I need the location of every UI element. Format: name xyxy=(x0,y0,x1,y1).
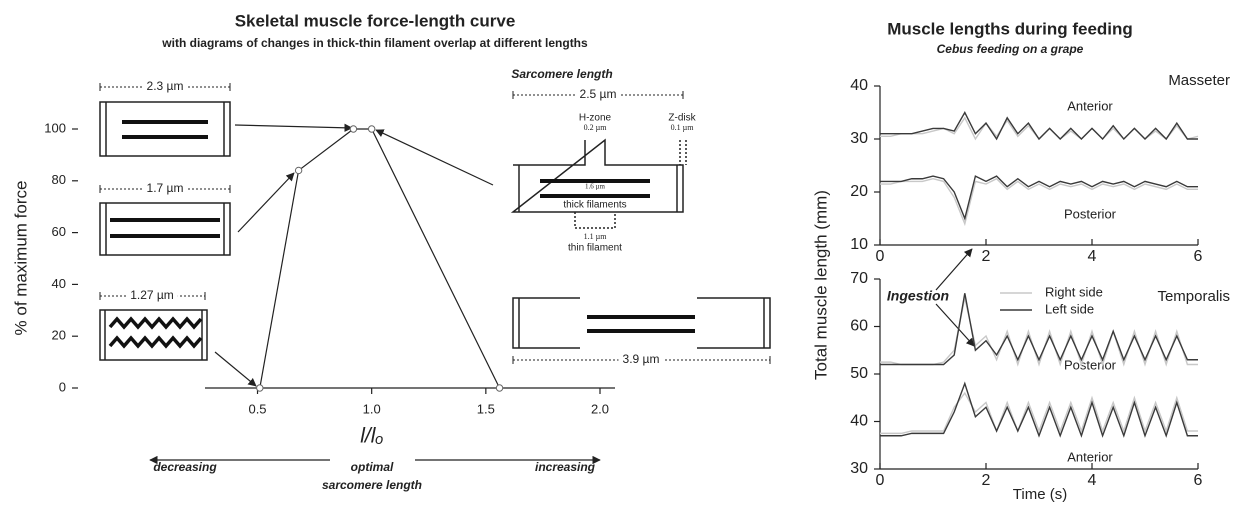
muscle-length-line xyxy=(880,116,1199,141)
group-label: Anterior xyxy=(1067,449,1113,464)
x-axis-label: Time (s) xyxy=(1013,486,1067,503)
diagrams xyxy=(99,101,975,465)
diagram-label: 1.27 µm xyxy=(130,288,174,302)
y-tick-label: 70 xyxy=(850,270,868,287)
panel-title: Masseter xyxy=(1168,72,1230,89)
diagram-label: 0.1 µm xyxy=(671,123,695,132)
muscle-length-line xyxy=(880,111,1198,141)
x-tick-label: 0 xyxy=(876,472,885,489)
label-bg xyxy=(126,289,178,303)
direction-label: optimal xyxy=(351,460,394,474)
data-point xyxy=(349,125,358,133)
legend-label: Left side xyxy=(1045,301,1094,316)
direction-label: decreasing xyxy=(153,460,217,474)
chart-title: Skeletal muscle force-length curve xyxy=(235,11,516,30)
y-tick-label: 60 xyxy=(850,318,868,335)
diagram-label: 2.3 µm xyxy=(147,79,184,93)
group-label: Posterior xyxy=(1064,206,1117,221)
y-tick-label: 40 xyxy=(850,77,868,94)
label-bg xyxy=(575,88,621,102)
muscle-length-line xyxy=(880,391,1198,435)
x-tick-label: 0.5 xyxy=(248,401,266,416)
direction-label: sarcomere length xyxy=(322,478,422,492)
panel-title: Temporalis xyxy=(1157,288,1230,305)
y-tick-label: 30 xyxy=(850,460,868,477)
x-tick-label: 6 xyxy=(1194,472,1203,489)
diagram-label: Z-disk xyxy=(668,113,696,124)
diagram-label: H-zone xyxy=(579,113,612,124)
y-tick-label: 20 xyxy=(52,328,66,343)
muscle-length-line xyxy=(880,297,1198,367)
y-tick-label: 10 xyxy=(850,236,868,253)
x-tick-label: 2.0 xyxy=(591,401,609,416)
x-tick-label: 4 xyxy=(1088,472,1097,489)
x-tick-label: 0 xyxy=(876,248,885,265)
x-tick-label: 6 xyxy=(1194,248,1203,265)
diagram-label: thin filament xyxy=(568,243,622,254)
muscle-length-line xyxy=(880,177,1198,227)
y-axis-label: Total muscle length (mm) xyxy=(811,190,830,380)
muscle-length-line xyxy=(880,381,1198,438)
diagram-label: 3.9 µm xyxy=(623,352,660,366)
diagram-label: 0.2 µm xyxy=(584,123,608,132)
x-tick-label: 2 xyxy=(982,472,991,489)
y-tick-label: 100 xyxy=(44,120,66,135)
x-tick-label: 1.0 xyxy=(363,401,381,416)
group-label: Anterior xyxy=(1067,98,1113,113)
data-point xyxy=(294,166,303,175)
diagram-label: 1.6 µm xyxy=(585,183,606,191)
diagram-label: Sarcomere length xyxy=(511,67,612,81)
data-point xyxy=(367,125,376,133)
group-label: Posterior xyxy=(1064,357,1117,372)
y-tick-label: 0 xyxy=(59,379,66,394)
y-tick-label: 30 xyxy=(850,130,868,147)
data-point xyxy=(256,384,264,392)
x-tick-label: 2 xyxy=(982,248,991,265)
x-tick-label: 4 xyxy=(1088,248,1097,265)
label-bg xyxy=(618,353,664,367)
y-tick-label: 20 xyxy=(850,183,868,200)
diagram-label: 1.1 µm xyxy=(584,232,608,241)
label-bg xyxy=(142,182,188,196)
diagram-label: 1.7 µm xyxy=(147,181,184,195)
muscle-length-line xyxy=(880,175,1198,221)
y-tick-label: 60 xyxy=(52,224,66,239)
chart-subtitle: Cebus feeding on a grape xyxy=(937,42,1084,56)
plot-area: Skeletal muscle force-length curve with d… xyxy=(11,11,1230,502)
y-tick-label: 50 xyxy=(850,365,868,382)
muscle-length-line xyxy=(880,293,1198,366)
direction-label: increasing xyxy=(535,460,596,474)
y-tick-label: 40 xyxy=(850,413,868,430)
force-length-line xyxy=(259,128,501,389)
y-tick-label: 80 xyxy=(52,172,66,187)
label-bg xyxy=(142,80,188,94)
y-tick-label: 40 xyxy=(52,276,66,291)
diagram-label: thick filaments xyxy=(563,200,626,211)
chart-subtitle: with diagrams of changes in thick-thin f… xyxy=(161,36,588,50)
annotation: Ingestion xyxy=(887,288,949,304)
x-tick-label: 1.5 xyxy=(477,401,495,416)
data-point xyxy=(495,384,504,392)
diagram-label: 2.5 µm xyxy=(580,87,617,101)
x-axis-label: l/lₒ xyxy=(360,425,383,448)
legend-label: Right side xyxy=(1045,284,1103,299)
chart-title: Muscle lengths during feeding xyxy=(887,19,1133,38)
y-axis-label: % of maximum force xyxy=(11,181,30,336)
